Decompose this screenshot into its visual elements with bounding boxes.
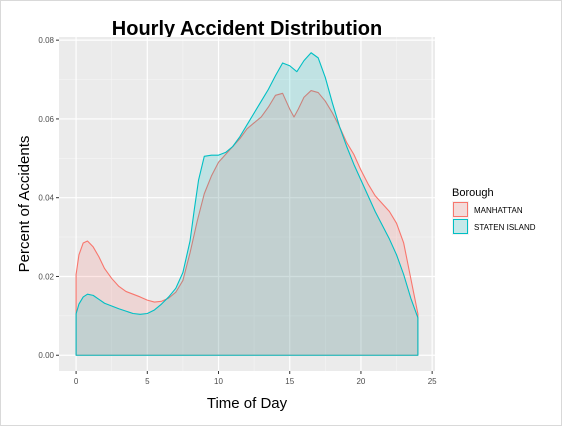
legend-key-background bbox=[452, 218, 469, 235]
y-tick-label: 0.04 bbox=[38, 194, 54, 203]
x-tick-label: 20 bbox=[356, 377, 365, 386]
y-axis: 0.00 0.02 0.04 0.06 0.08 bbox=[38, 36, 59, 360]
x-tick-label: 0 bbox=[74, 377, 79, 386]
legend-key-swatch bbox=[453, 202, 468, 217]
series-area-manhattan bbox=[75, 90, 419, 356]
y-tick-label: 0.02 bbox=[38, 272, 54, 281]
x-axis-label: Time of Day bbox=[207, 395, 288, 412]
minor-gridlines bbox=[59, 37, 435, 371]
x-tick-label: 5 bbox=[145, 377, 150, 386]
y-tick-label: 0.08 bbox=[38, 36, 54, 45]
x-axis: 0 5 10 15 20 25 bbox=[74, 371, 437, 386]
series-area-staten-island bbox=[75, 52, 419, 356]
legend-label: STATEN ISLAND bbox=[474, 223, 536, 232]
legend-items: MANHATTAN STATEN ISLAND bbox=[452, 201, 536, 235]
series-layer bbox=[75, 52, 419, 356]
y-tick-label: 0.00 bbox=[38, 351, 54, 360]
legend-label: MANHATTAN bbox=[474, 206, 523, 215]
legend: Borough MANHATTAN STATEN ISLAND bbox=[452, 187, 536, 235]
chart-title-group: Hourly Accident Distribution bbox=[112, 18, 382, 40]
y-axis-label: Percent of Accidents bbox=[16, 136, 33, 273]
legend-key-swatch bbox=[453, 219, 468, 234]
legend-title: Borough bbox=[452, 187, 494, 199]
legend-key-background bbox=[452, 201, 469, 218]
y-tick-label: 0.06 bbox=[38, 115, 54, 124]
x-tick-label: 15 bbox=[285, 377, 294, 386]
x-tick-label: 25 bbox=[428, 377, 437, 386]
x-tick-label: 10 bbox=[214, 377, 223, 386]
chart-title: Hourly Accident Distribution bbox=[112, 18, 382, 40]
